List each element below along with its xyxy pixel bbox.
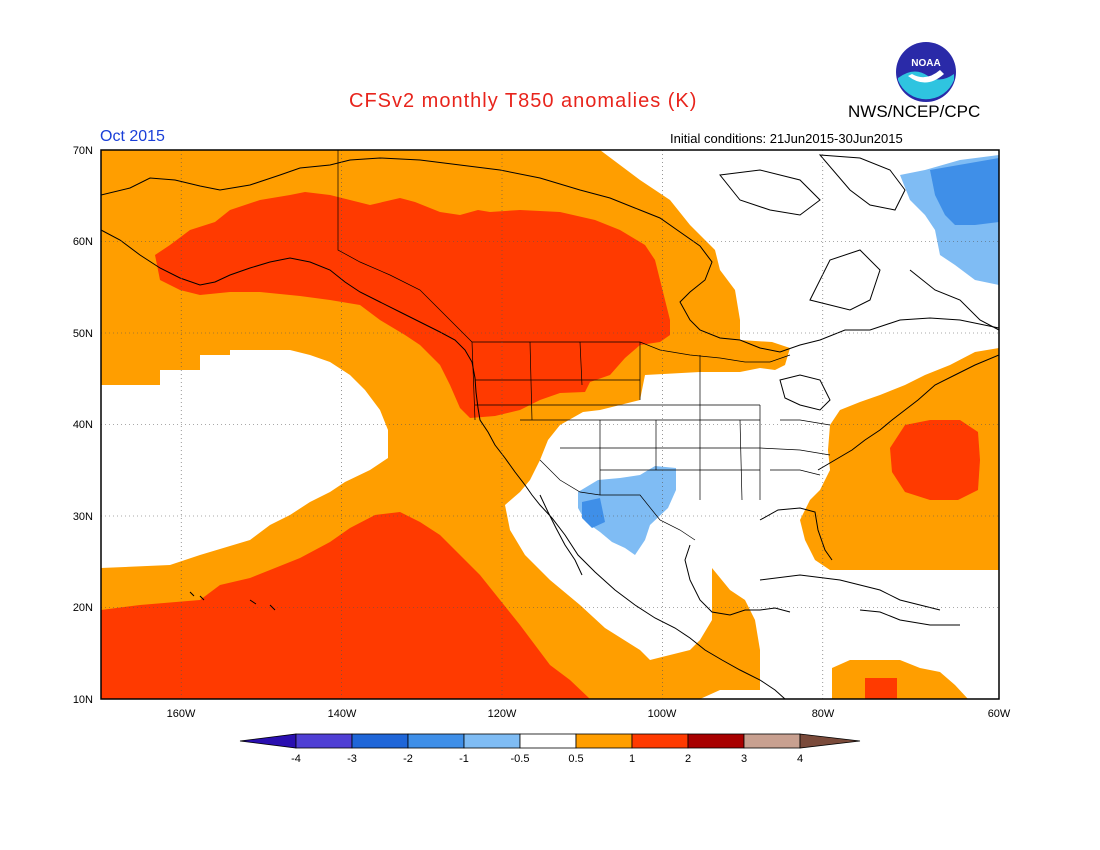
longitude-labels: 160W 140W 120W 100W 80W 60W — [167, 708, 1011, 720]
legend-swatch-neg1-neg05 — [463, 733, 521, 749]
legend-swatch-neg3-neg2 — [351, 733, 409, 749]
anomaly-region-red-north — [155, 192, 670, 418]
noaa-logo-icon: NOAA — [896, 42, 956, 102]
lat-label-30n: 30N — [73, 511, 93, 523]
anomaly-region-red-caribbean — [865, 678, 897, 699]
lon-label-160w: 160W — [167, 708, 196, 720]
legend-swatch-below-neg4 — [239, 733, 297, 749]
anomaly-field — [101, 150, 999, 699]
lon-label-60w: 60W — [988, 708, 1011, 720]
anomaly-region-blue-northeast-core — [930, 158, 999, 225]
anomaly-region-red-atlantic — [890, 420, 980, 500]
lat-label-20n: 20N — [73, 602, 93, 614]
lon-label-140w: 140W — [328, 708, 357, 720]
legend-tick-labels: -4 -3 -2 -1 -0.5 0.5 1 2 3 4 — [291, 753, 803, 765]
lat-label-50n: 50N — [73, 328, 93, 340]
color-legend — [239, 733, 861, 749]
legend-swatch-neg4-neg3 — [295, 733, 353, 749]
lat-label-70n: 70N — [73, 145, 93, 157]
legend-tick: -1 — [459, 753, 469, 765]
lat-label-40n: 40N — [73, 419, 93, 431]
coastlines — [101, 154, 999, 699]
lat-label-60n: 60N — [73, 236, 93, 248]
legend-tick: 0.5 — [568, 753, 583, 765]
lon-label-120w: 120W — [488, 708, 517, 720]
latitude-labels: 70N 60N 50N 40N 30N 20N 10N — [73, 145, 93, 706]
political-borders — [337, 150, 831, 541]
chart-title: CFSv2 monthly T850 anomalies (K) — [349, 90, 698, 112]
legend-tick: 2 — [685, 753, 691, 765]
legend-swatch-1-2 — [631, 733, 689, 749]
anomaly-region-blue-southwest-core — [582, 498, 605, 528]
map-frame — [100, 149, 1000, 700]
legend-tick: 4 — [797, 753, 803, 765]
legend-tick: 1 — [629, 753, 635, 765]
anomaly-region-red-pacific — [101, 512, 590, 699]
noaa-logo-text: NOAA — [911, 58, 940, 69]
legend-swatch-neg2-neg1 — [407, 733, 465, 749]
legend-swatch-2-3 — [687, 733, 745, 749]
forecast-month: Oct 2015 — [100, 128, 165, 145]
legend-swatch-3-4 — [743, 733, 801, 749]
organization-label: NWS/NCEP/CPC — [848, 102, 981, 121]
legend-tick: 3 — [741, 753, 747, 765]
anomaly-region-blue-southwest — [578, 466, 676, 555]
legend-tick: -3 — [347, 753, 357, 765]
legend-tick: -0.5 — [511, 753, 530, 765]
legend-swatch-above-4 — [799, 733, 861, 749]
lon-label-100w: 100W — [648, 708, 677, 720]
lat-label-10n: 10N — [73, 694, 93, 706]
initial-conditions: Initial conditions: 21Jun2015-30Jun2015 — [670, 131, 903, 146]
graticule — [101, 150, 999, 699]
legend-tick: -2 — [403, 753, 413, 765]
legend-swatch-neutral — [519, 733, 577, 749]
legend-tick: -4 — [291, 753, 301, 765]
lon-label-80w: 80W — [812, 708, 835, 720]
legend-swatch-05-1 — [575, 733, 633, 749]
